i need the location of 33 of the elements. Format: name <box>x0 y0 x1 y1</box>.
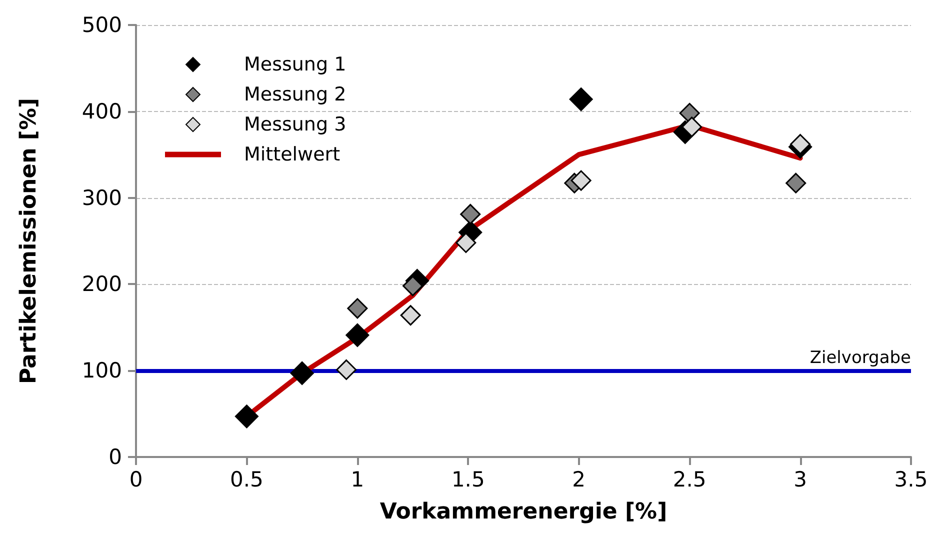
point <box>347 298 368 319</box>
x-tick-label: 1.5 <box>451 468 485 492</box>
point <box>290 361 314 385</box>
y-tick-label: 100 <box>82 358 122 383</box>
point <box>790 134 811 154</box>
point <box>569 88 593 112</box>
y-tick-label: 0 <box>108 445 122 469</box>
x-axis-title: Vorkammerenergie [%] <box>380 500 668 524</box>
legend-label: Messung 1 <box>244 54 346 76</box>
x-tick-label: 1 <box>350 468 364 492</box>
point <box>336 359 357 380</box>
y-tick-label: 300 <box>82 186 122 210</box>
point <box>400 305 421 326</box>
x-tick-label: 3 <box>794 468 807 492</box>
point <box>456 232 476 253</box>
y-tick-label: 200 <box>82 272 122 296</box>
x-tick-label: 3.5 <box>894 468 928 492</box>
x-tick-label: 2 <box>572 468 586 492</box>
y-tick-label: 500 <box>82 13 122 37</box>
y-axis-title: Partikelemissionen [%] <box>16 98 42 384</box>
x-tick-label: 2.5 <box>672 468 706 492</box>
point <box>570 170 592 191</box>
ref-line-label: Zielvorgabe <box>810 348 911 368</box>
legend-label: Mittelwert <box>244 144 340 166</box>
legend-label: Messung 3 <box>244 114 346 136</box>
point <box>234 404 258 428</box>
point <box>346 323 370 347</box>
x-tick-label: 0.5 <box>230 468 264 492</box>
point <box>786 172 806 194</box>
legend-label: Messung 2 <box>244 84 346 106</box>
x-tick-label: 0 <box>129 468 143 492</box>
y-tick-label: 400 <box>82 99 122 124</box>
point <box>460 204 481 224</box>
